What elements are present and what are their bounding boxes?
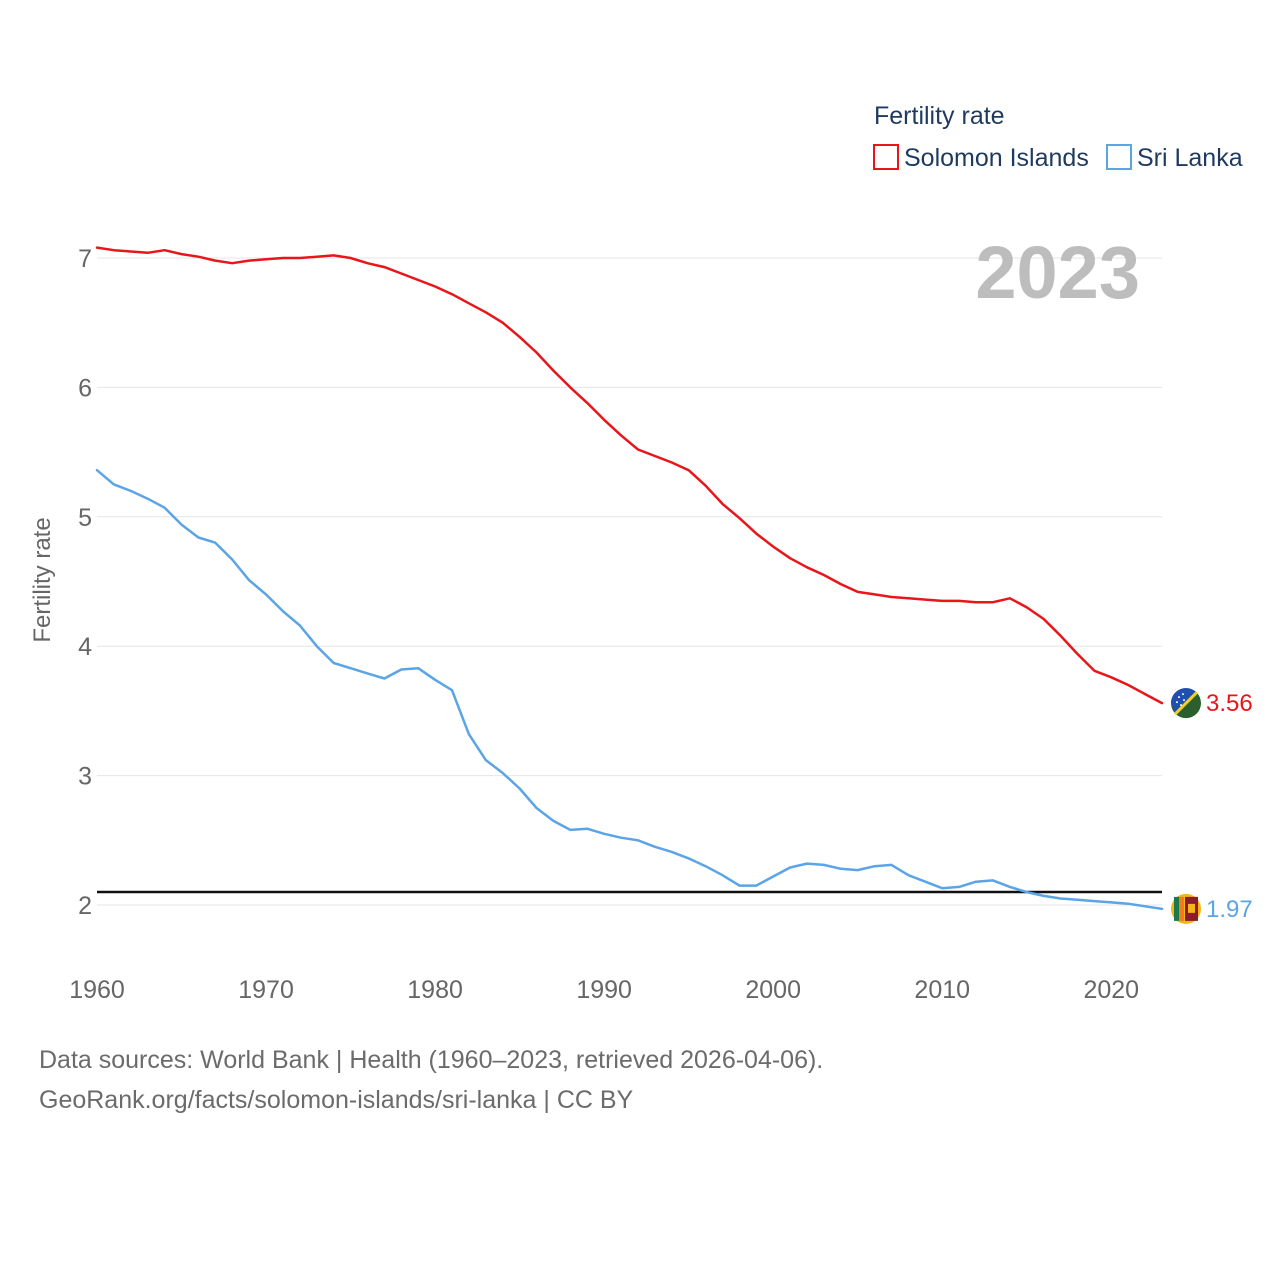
end-value-label-solomon-islands: 3.56 [1206, 690, 1253, 717]
legend-swatch-solomon-islands [873, 144, 899, 170]
sri-lanka-flag-icon [1171, 893, 1201, 924]
x-tick-label-1990: 1990 [576, 976, 632, 1004]
solomon-islands-flag-icon [1171, 688, 1201, 719]
series-line-sri-lanka[interactable] [95, 468, 1164, 911]
x-tick-label-1980: 1980 [407, 976, 463, 1004]
y-tick-label-3: 3 [78, 763, 92, 791]
x-tick-label-1960: 1960 [69, 976, 125, 1004]
series-line-solomon-islands[interactable] [95, 246, 1164, 705]
footer: Data sources: World Bank | Health (1960–… [39, 1040, 823, 1120]
y-tick-label-2: 2 [78, 892, 92, 920]
y-tick-label-6: 6 [78, 374, 92, 402]
year-watermark: 2023 [975, 231, 1140, 314]
y-tick-label-4: 4 [78, 633, 92, 661]
x-tick-label-2000: 2000 [745, 976, 801, 1004]
end-value-label-sri-lanka: 1.97 [1206, 896, 1253, 923]
y-tick-label-7: 7 [78, 245, 92, 273]
x-tick-label-2020: 2020 [1083, 976, 1139, 1004]
legend-swatch-sri-lanka [1106, 144, 1132, 170]
footer-sources: Data sources: World Bank | Health (1960–… [39, 1046, 824, 1074]
footer-attribution[interactable]: GeoRank.org/facts/solomon-islands/sri-la… [39, 1086, 634, 1114]
legend-item-sri-lanka[interactable]: Sri Lanka [1106, 144, 1243, 172]
legend-label-sri-lanka: Sri Lanka [1137, 144, 1243, 172]
legend-item-solomon-islands[interactable]: Solomon Islands [873, 144, 1089, 172]
legend: Fertility rate Solomon Islands Sri Lanka [873, 102, 1243, 172]
x-tick-label-1970: 1970 [238, 976, 294, 1004]
x-tick-label-2010: 2010 [914, 976, 970, 1004]
legend-label-solomon-islands: Solomon Islands [904, 144, 1089, 172]
y-tick-label-5: 5 [78, 504, 92, 532]
legend-title: Fertility rate [874, 102, 1005, 130]
y-axis-title: Fertility rate [29, 517, 56, 642]
